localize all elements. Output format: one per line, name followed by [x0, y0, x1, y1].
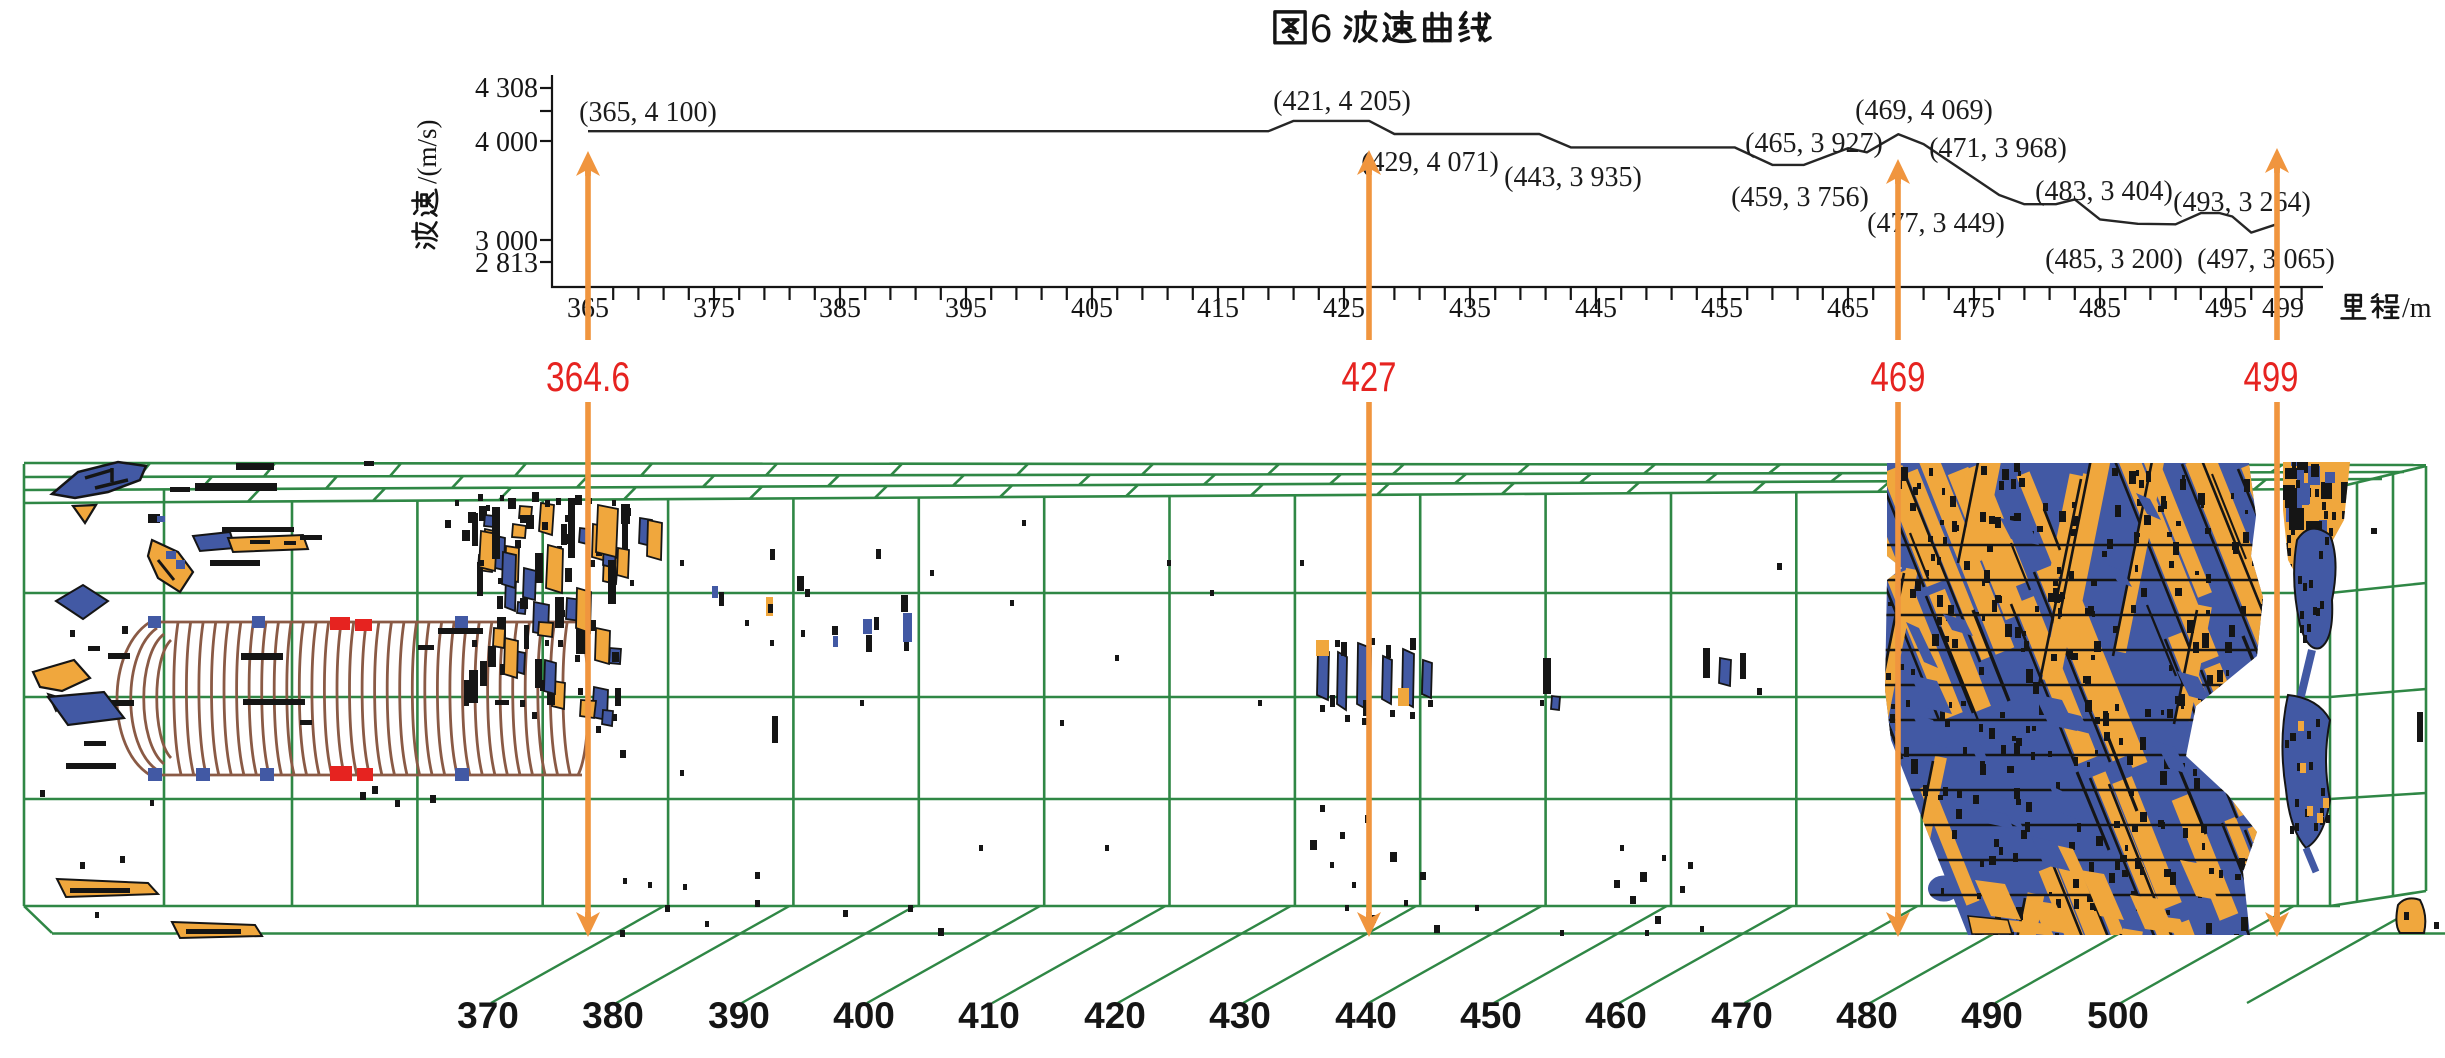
svg-text:/m: /m	[2402, 293, 2432, 324]
svg-text:(421, 4 205): (421, 4 205)	[1273, 86, 1411, 117]
svg-text:430: 430	[1209, 995, 1271, 1036]
svg-text:475: 475	[1953, 293, 1995, 324]
svg-text:400: 400	[833, 995, 895, 1036]
svg-text:(485, 3 200): (485, 3 200)	[2045, 244, 2183, 275]
svg-text:2 813: 2 813	[475, 248, 538, 279]
svg-text:4 000: 4 000	[475, 127, 538, 158]
svg-text:420: 420	[1084, 995, 1146, 1036]
svg-text:490: 490	[1961, 995, 2023, 1036]
svg-text:(471, 3 968): (471, 3 968)	[1929, 133, 2067, 164]
svg-text:410: 410	[958, 995, 1020, 1036]
svg-text:425: 425	[1323, 293, 1365, 324]
svg-text:/(m/s): /(m/s)	[412, 120, 442, 185]
svg-text:380: 380	[582, 995, 644, 1036]
svg-text:470: 470	[1711, 995, 1773, 1036]
svg-text:(483, 3 404): (483, 3 404)	[2035, 176, 2173, 207]
svg-text:460: 460	[1585, 995, 1647, 1036]
svg-text:395: 395	[945, 293, 987, 324]
svg-text:469: 469	[1871, 353, 1926, 400]
svg-text:(469, 4 069): (469, 4 069)	[1855, 95, 1993, 126]
svg-text:(497, 3 065): (497, 3 065)	[2197, 244, 2335, 275]
svg-text:427: 427	[1342, 353, 1397, 400]
svg-text:499: 499	[2244, 353, 2299, 400]
svg-text:(465, 3 927): (465, 3 927)	[1745, 128, 1883, 159]
svg-text:440: 440	[1335, 995, 1397, 1036]
svg-text:415: 415	[1197, 293, 1239, 324]
svg-text:450: 450	[1460, 995, 1522, 1036]
svg-text:6: 6	[1310, 7, 1332, 51]
svg-text:(493, 3 264): (493, 3 264)	[2173, 187, 2311, 218]
svg-text:4 308: 4 308	[475, 73, 538, 104]
svg-text:495: 495	[2205, 293, 2247, 324]
svg-text:364.6: 364.6	[546, 353, 630, 400]
svg-text:405: 405	[1071, 293, 1113, 324]
svg-text:375: 375	[693, 293, 735, 324]
svg-text:370: 370	[457, 995, 519, 1036]
svg-text:455: 455	[1701, 293, 1743, 324]
svg-text:445: 445	[1575, 293, 1617, 324]
svg-text:385: 385	[819, 293, 861, 324]
svg-text:(429, 4 071): (429, 4 071)	[1361, 147, 1499, 178]
svg-text:480: 480	[1836, 995, 1898, 1036]
svg-text:465: 465	[1827, 293, 1869, 324]
svg-text:(459, 3 756): (459, 3 756)	[1731, 182, 1869, 213]
svg-text:500: 500	[2087, 995, 2149, 1036]
svg-text:499: 499	[2262, 293, 2304, 324]
svg-text:390: 390	[708, 995, 770, 1036]
svg-text:(365, 4 100): (365, 4 100)	[579, 97, 717, 128]
svg-text:(443, 3 935): (443, 3 935)	[1504, 162, 1642, 193]
svg-text:3 000: 3 000	[475, 226, 538, 257]
svg-text:485: 485	[2079, 293, 2121, 324]
svg-text:435: 435	[1449, 293, 1491, 324]
svg-text:(477, 3 449): (477, 3 449)	[1867, 208, 2005, 239]
